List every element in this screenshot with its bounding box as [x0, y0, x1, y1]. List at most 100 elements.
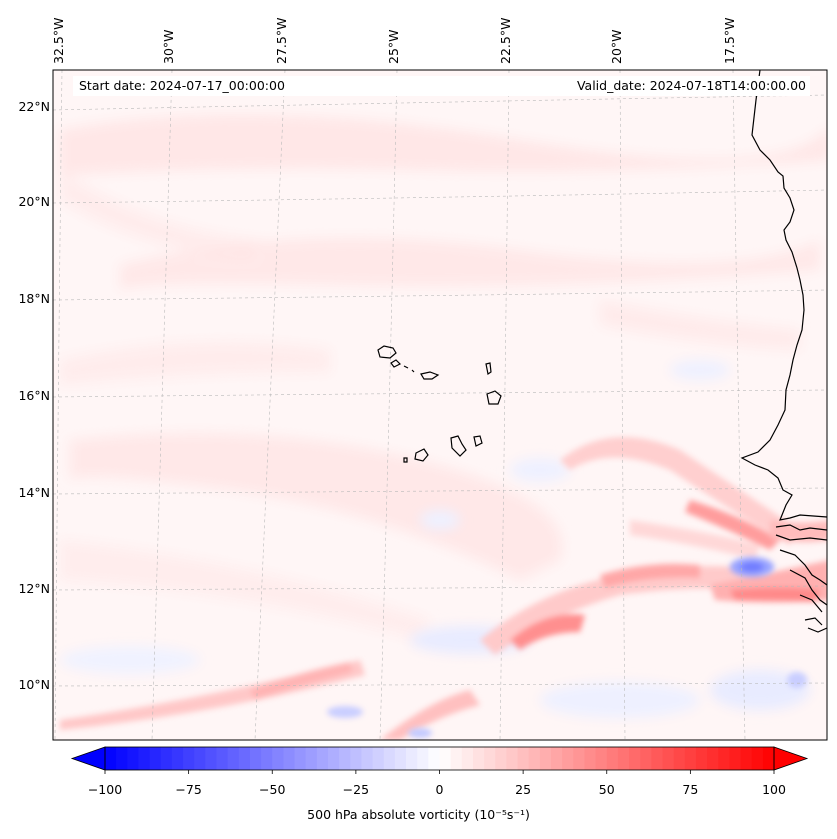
colorbar-step	[249, 747, 262, 770]
colorbar-step	[751, 747, 764, 770]
lon-label-25w: 25°W	[386, 29, 401, 64]
colorbar-step	[149, 747, 162, 770]
colorbar-step	[461, 747, 474, 770]
colorbar-max-extend	[773, 746, 809, 771]
colorbar-step	[160, 747, 173, 770]
map-frame	[52, 69, 828, 741]
vorticity-field	[53, 70, 827, 740]
negative-vorticity-core	[327, 557, 807, 738]
colorbar-step	[617, 747, 630, 770]
colorbar-step	[383, 747, 396, 770]
colorbar-step	[116, 747, 128, 770]
colorbar-tick-label: −100	[87, 782, 123, 797]
colorbar-step	[361, 747, 374, 770]
colorbar-step	[695, 747, 708, 770]
colorbar-label: 500 hPa absolute vorticity (10⁻⁵s⁻¹)	[0, 807, 837, 822]
colorbar-step	[651, 747, 663, 770]
colorbar-tick-label: 100	[762, 782, 786, 797]
colorbar-tick-label: 50	[598, 782, 615, 797]
colorbar-step	[127, 747, 139, 770]
lon-label-20w: 20°W	[609, 29, 624, 64]
lat-label-12n: 12°N	[18, 581, 50, 596]
colorbar-step	[673, 747, 686, 770]
colorbar-tick-label: 0	[435, 782, 444, 797]
colorbar-step	[316, 747, 329, 770]
negative-vorticity-patches	[60, 360, 810, 718]
colorbar-step	[294, 747, 307, 770]
colorbar	[70, 746, 809, 774]
colorbar-step	[662, 747, 675, 770]
colorbar-tick-marks	[104, 770, 775, 774]
colorbar-step	[350, 747, 362, 770]
lat-label-14n: 14°N	[18, 485, 50, 500]
colorbar-step	[183, 747, 195, 770]
colorbar-step	[707, 747, 719, 770]
colorbar-step	[729, 747, 742, 770]
colorbar-step	[328, 747, 340, 770]
lon-label-32-5w: 32.5°W	[51, 17, 66, 64]
colorbar-step	[640, 747, 652, 770]
lon-label-30w: 30°W	[161, 29, 176, 64]
colorbar-step	[472, 747, 485, 770]
colorbar-step	[450, 747, 463, 770]
colorbar-step	[238, 747, 251, 770]
colorbar-step	[105, 747, 117, 770]
colorbar-title: 500 hPa absolute vorticity	[307, 807, 471, 822]
lat-label-20n: 20°N	[18, 194, 50, 209]
colorbar-tick-label: 25	[515, 782, 532, 797]
colorbar-step	[372, 747, 385, 770]
colorbar-step	[283, 747, 296, 770]
colorbar-step	[406, 747, 418, 770]
valid-date-label: Valid_date: 2024-07-18T14:00:00.00	[523, 76, 810, 96]
lat-label-10n: 10°N	[18, 677, 50, 692]
colorbar-step	[428, 747, 440, 770]
lon-label-27-5w: 27.5°W	[274, 17, 289, 64]
colorbar-tick-label: 75	[682, 782, 699, 797]
colorbar-step	[595, 747, 608, 770]
colorbar-tick-label: −50	[259, 782, 286, 797]
colorbar-step	[171, 747, 184, 770]
colorbar-step	[194, 747, 206, 770]
lat-label-22n: 22°N	[18, 99, 50, 114]
colorbar-step	[517, 747, 530, 770]
lat-label-18n: 18°N	[18, 291, 50, 306]
colorbar-step	[216, 747, 229, 770]
colorbar-step	[551, 747, 563, 770]
colorbar-step	[205, 747, 217, 770]
colorbar-step	[305, 747, 318, 770]
colorbar-step	[417, 747, 429, 770]
cape-verde-islands	[377, 345, 502, 463]
colorbar-tick-label: −25	[342, 782, 370, 797]
colorbar-step	[740, 747, 753, 770]
colorbar-step	[684, 747, 697, 770]
start-date-label: Start date: 2024-07-17_00:00:00	[73, 76, 529, 96]
colorbar-step	[562, 747, 574, 770]
colorbar-step	[629, 747, 641, 770]
africa-coastline	[740, 70, 827, 521]
background-vorticity-bands	[60, 114, 827, 640]
colorbar-units: (10⁻⁵s⁻¹)	[474, 807, 530, 822]
gambia-coastline	[775, 524, 827, 541]
colorbar-step	[227, 747, 240, 770]
colorbar-step	[762, 747, 775, 770]
colorbar-step	[606, 747, 619, 770]
colorbar-step	[528, 747, 541, 770]
colorbar-step	[261, 747, 273, 770]
colorbar-step	[495, 747, 507, 770]
lat-label-16n: 16°N	[18, 388, 50, 403]
colorbar-step	[718, 747, 730, 770]
colorbar-step	[539, 747, 552, 770]
colorbar-step	[138, 747, 151, 770]
colorbar-step	[439, 747, 452, 770]
positive-vorticity-streaks	[60, 437, 827, 740]
colorbar-step	[394, 747, 407, 770]
colorbar-min-extend	[70, 746, 106, 771]
colorbar-step	[272, 747, 284, 770]
colorbar-step	[506, 747, 519, 770]
graticule	[53, 70, 827, 740]
colorbar-step	[484, 747, 496, 770]
colorbar-step	[584, 747, 597, 770]
colorbar-step	[339, 747, 351, 770]
guinea-bissau-coastline	[779, 549, 827, 633]
